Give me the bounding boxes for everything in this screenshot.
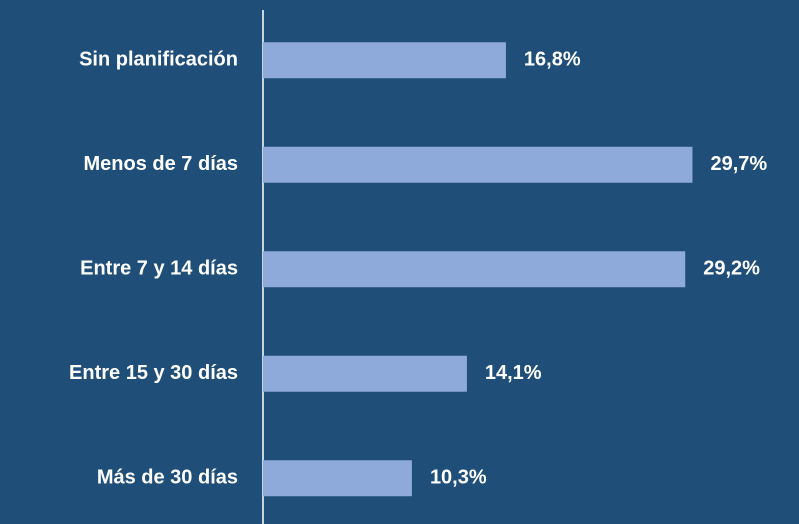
category-label: Menos de 7 días [84, 153, 239, 175]
value-label: 29,7% [710, 153, 767, 175]
value-label: 10,3% [430, 467, 487, 489]
value-label: 29,2% [703, 258, 760, 280]
bar [263, 460, 412, 497]
category-label: Entre 7 y 14 días [80, 258, 238, 280]
category-label: Más de 30 días [97, 467, 238, 489]
value-label: 14,1% [485, 362, 542, 384]
category-label: Entre 15 y 30 días [69, 362, 238, 384]
category-label: Sin planificación [79, 49, 238, 71]
bar [263, 42, 506, 79]
bar [263, 251, 686, 288]
bar [263, 146, 693, 183]
bar [263, 355, 467, 392]
value-label: 16,8% [524, 49, 581, 71]
